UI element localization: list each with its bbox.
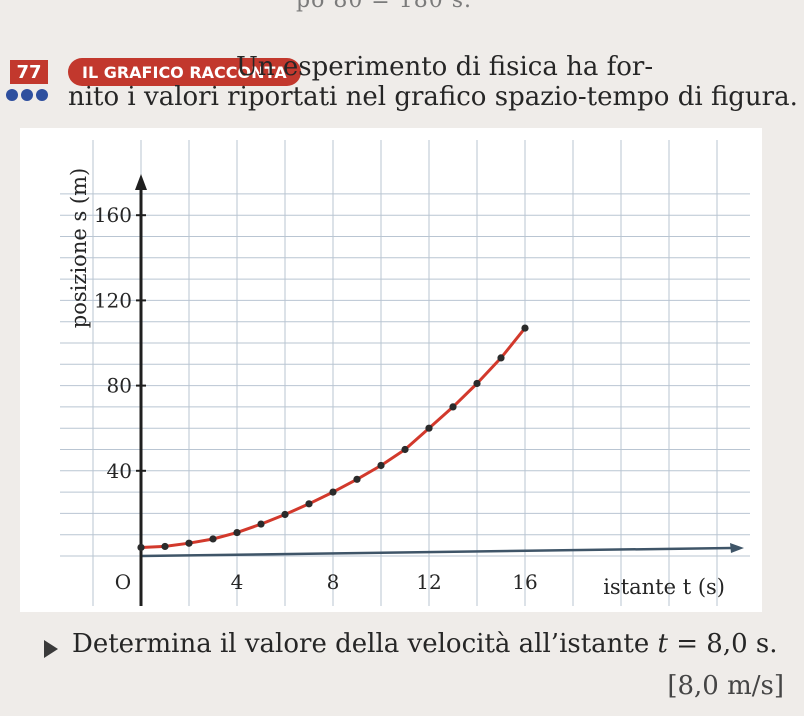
x-axis-line xyxy=(140,546,733,558)
data-point xyxy=(137,543,145,552)
data-point xyxy=(353,475,361,483)
x-tick-label: O xyxy=(115,570,131,594)
difficulty-dot-icon xyxy=(21,89,33,101)
data-point xyxy=(257,520,265,528)
bullet-arrow-icon xyxy=(44,640,58,658)
exercise-number: 77 xyxy=(10,60,48,84)
task-variable: t xyxy=(657,629,668,659)
x-tick-label: 16 xyxy=(512,570,537,594)
exercise-text-line-2: nito i valori riportati nel grafico spaz… xyxy=(68,82,798,112)
difficulty-dot-icon xyxy=(36,89,48,101)
data-point xyxy=(329,488,337,496)
data-point xyxy=(305,500,313,508)
data-point xyxy=(233,528,241,537)
task-suffix: = 8,0 s. xyxy=(667,629,778,659)
data-point xyxy=(401,445,409,454)
y-tick-label: 80 xyxy=(107,374,132,398)
exercise-text-line-1: Un esperimento di fisica ha for- xyxy=(236,52,654,82)
data-point xyxy=(161,542,169,551)
y-axis-title: posizione s (m) xyxy=(67,168,91,328)
space-time-chart: 40 80 120 160 O 4 8 12 16 istante t (s) posizione … xyxy=(60,140,750,606)
graph-panel xyxy=(20,128,762,612)
y-tick-label: 120 xyxy=(94,288,132,312)
y-axis-arrow-icon xyxy=(135,174,147,190)
data-point xyxy=(521,324,529,332)
data-point xyxy=(185,539,193,547)
x-tick-label: 8 xyxy=(327,570,340,594)
task-question: Determina il valore della velocità all’i… xyxy=(72,629,778,659)
data-point xyxy=(425,424,433,432)
x-tick-label: 4 xyxy=(231,570,244,594)
answer-value: [8,0 m/s] xyxy=(667,671,784,701)
difficulty-dot-icon xyxy=(6,89,18,101)
data-point xyxy=(209,535,217,543)
data-point xyxy=(281,510,289,519)
y-tick-label: 160 xyxy=(94,203,132,227)
data-point xyxy=(449,403,457,411)
previous-text-fragment: po 80 = 180 s. xyxy=(296,0,473,13)
data-point xyxy=(497,354,505,362)
exercise-category-tag: IL GRAFICO RACCONTA xyxy=(68,58,301,86)
data-point xyxy=(377,461,385,470)
x-tick-label: 12 xyxy=(416,570,441,594)
y-tick-label: 40 xyxy=(107,459,132,483)
x-axis-arrow-icon xyxy=(730,543,744,553)
data-point xyxy=(473,379,481,388)
difficulty-dots xyxy=(6,89,48,101)
task-prefix: Determina il valore della velocità all’i… xyxy=(72,629,658,659)
x-axis-title: istante t (s) xyxy=(603,575,725,599)
